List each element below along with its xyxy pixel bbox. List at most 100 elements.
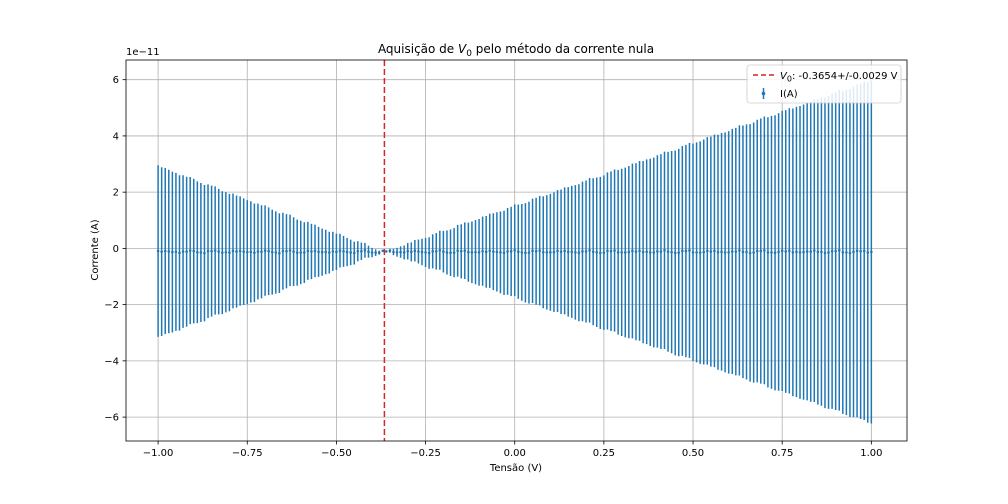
- data-point: [402, 251, 406, 254]
- data-point: [570, 250, 574, 254]
- data-point: [705, 249, 709, 253]
- data-point: [659, 250, 663, 253]
- data-point: [238, 249, 242, 253]
- y-tick-label: 0: [113, 244, 119, 255]
- data-point: [456, 249, 459, 253]
- data-point: [588, 248, 591, 252]
- data-point: [449, 251, 452, 255]
- legend-v0-symbol: V: [780, 71, 788, 82]
- data-point: [709, 250, 713, 253]
- data-point: [392, 250, 395, 254]
- x-axis-ticks: −1.00 −0.75 −0.50 −0.25 0.00 0.25 0.50 0.75 1.00: [143, 441, 882, 459]
- data-point: [185, 250, 188, 254]
- data-point: [174, 250, 178, 254]
- data-point: [631, 249, 634, 253]
- data-point: [595, 250, 599, 254]
- data-point: [452, 251, 456, 254]
- data-point: [855, 249, 859, 253]
- data-point: [641, 250, 645, 254]
- data-point: [427, 251, 431, 255]
- legend-box: [746, 64, 902, 104]
- data-point: [788, 249, 791, 253]
- data-point: [656, 250, 659, 253]
- data-point: [349, 251, 352, 254]
- data-point: [581, 250, 584, 253]
- data-point: [178, 251, 181, 255]
- data-point: [602, 251, 606, 254]
- data-point: [484, 250, 488, 254]
- data-point: [755, 249, 759, 253]
- data-point: [160, 250, 163, 253]
- plot-area: [126, 60, 907, 441]
- data-point: [463, 249, 467, 253]
- data-point: [734, 250, 738, 253]
- data-point: [199, 251, 203, 254]
- data-point: [759, 249, 763, 253]
- data-point: [730, 250, 734, 253]
- legend-v0-text: : -0.3654+/-0.0029 V: [792, 71, 898, 82]
- legend-v0-subscript: 0: [787, 75, 792, 84]
- data-point: [288, 249, 292, 252]
- data-point: [688, 249, 691, 252]
- data-point: [317, 250, 320, 254]
- legend-ia-label: I(A): [780, 89, 798, 100]
- data-point: [295, 251, 299, 254]
- data-point: [481, 249, 484, 253]
- data-point: [278, 251, 281, 255]
- data-point: [809, 250, 813, 253]
- data-point: [303, 251, 306, 254]
- data-point: [331, 250, 335, 253]
- data-point: [620, 251, 624, 254]
- data-point: [467, 250, 470, 254]
- data-point: [549, 251, 552, 254]
- data-point: [220, 251, 224, 254]
- data-point: [213, 249, 217, 252]
- data-point: [702, 250, 706, 254]
- data-point: [260, 250, 263, 254]
- data-point: [677, 251, 681, 254]
- data-point: [684, 249, 688, 253]
- data-point: [409, 250, 413, 254]
- data-point: [499, 251, 502, 254]
- data-point: [374, 251, 377, 254]
- data-point: [698, 251, 702, 254]
- data-point: [495, 250, 499, 254]
- data-point: [609, 249, 613, 253]
- data-point: [249, 250, 253, 254]
- y-axis-ticks: −6 −4 −2 0 2 4 6: [104, 75, 126, 424]
- data-point: [681, 249, 684, 253]
- data-point: [552, 250, 556, 254]
- data-point: [623, 251, 627, 254]
- data-point: [310, 250, 313, 253]
- x-tick-label: 0.50: [682, 448, 704, 459]
- data-point: [488, 249, 492, 253]
- data-point: [563, 249, 566, 253]
- data-point: [841, 251, 845, 254]
- data-point: [862, 249, 866, 253]
- data-point: [417, 250, 420, 253]
- data-point: [566, 250, 570, 254]
- x-tick-label: −0.75: [232, 448, 263, 459]
- data-point: [780, 249, 784, 253]
- data-point: [859, 249, 862, 253]
- data-point: [816, 250, 820, 254]
- legend: V0: -0.3654+/-0.0029 V I(A): [746, 64, 902, 104]
- x-tick-label: 0.25: [593, 448, 615, 459]
- data-point: [324, 250, 328, 254]
- data-point: [313, 249, 317, 253]
- data-point: [531, 249, 534, 253]
- data-point: [574, 251, 577, 254]
- x-tick-label: −0.50: [321, 448, 352, 459]
- data-point: [438, 248, 442, 252]
- data-point: [245, 250, 249, 254]
- data-point: [741, 250, 745, 254]
- y-tick-label: −2: [104, 300, 119, 311]
- data-point: [538, 249, 541, 252]
- data-point: [231, 249, 235, 253]
- data-point: [541, 250, 545, 254]
- legend-ia-swatch-marker: [761, 91, 766, 96]
- data-point: [745, 250, 748, 254]
- data-point: [377, 251, 381, 254]
- data-point: [388, 249, 392, 253]
- data-point: [748, 251, 752, 255]
